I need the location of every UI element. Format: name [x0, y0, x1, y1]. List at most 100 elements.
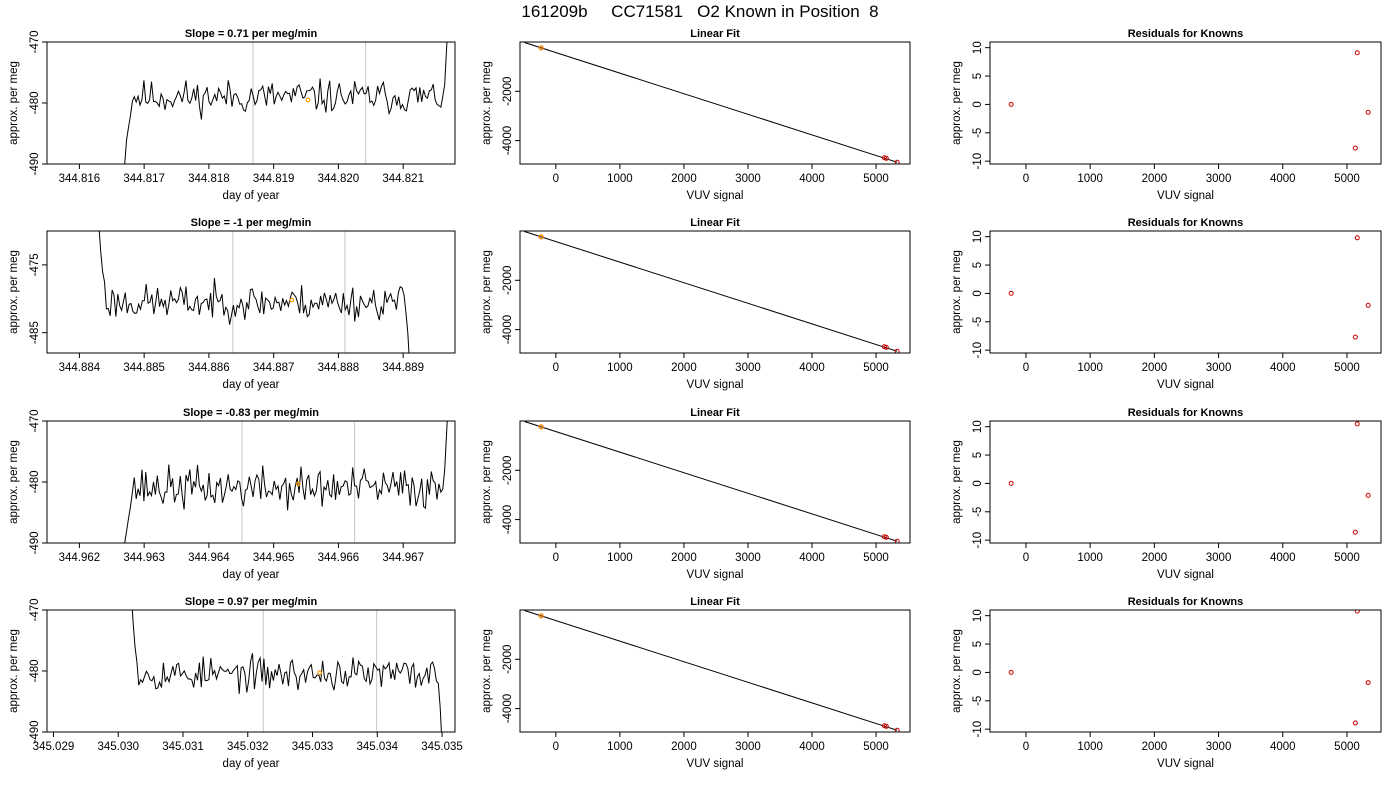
x-tick-label: 344.962 [59, 552, 101, 564]
panel-title: Slope = 0.71 per meg/min [185, 28, 318, 40]
x-tick-label: 0 [1023, 362, 1029, 374]
x-tick-label: 344.887 [253, 362, 295, 374]
x-tick-label: 344.966 [318, 552, 360, 564]
plot-frame [519, 41, 911, 165]
x-tick-label: 5000 [1334, 173, 1360, 185]
x-tick-label: 345.031 [162, 741, 204, 753]
y-tick-label: -4000 [502, 315, 514, 344]
x-tick-label: 5000 [863, 362, 889, 374]
y-tick-label: -10 [972, 721, 984, 738]
y-tick-label: -2000 [502, 266, 514, 295]
data-point [1352, 334, 1358, 340]
y-axis-label: approx. per meg [951, 250, 963, 334]
x-tick-label: 0 [553, 362, 559, 374]
x-tick-label: 2000 [671, 362, 697, 374]
panel-title: Slope = -1 per meg/min [191, 217, 312, 229]
data-point [1354, 610, 1360, 614]
highlight-point [538, 45, 544, 51]
y-tick-label: 10 [972, 609, 984, 622]
y-axis-label: approx. per meg [8, 61, 20, 145]
x-tick-label: 0 [1023, 173, 1029, 185]
plot-frame [519, 420, 911, 544]
data-point [883, 723, 889, 729]
x-tick-label: 0 [553, 552, 559, 564]
panel-1-2: 0 1000 2000 3000 4000 5000 -4000 -2000 Linear Fi… [481, 28, 911, 202]
x-tick-label: 2000 [671, 741, 697, 753]
y-tick-label: -5 [972, 128, 984, 138]
x-tick-label: 1000 [607, 552, 633, 564]
fit-line [524, 610, 898, 731]
x-tick-label: 5000 [1334, 741, 1360, 753]
panel-4-1: 345.029 345.030 345.031 345.032 345.033 345.0… [8, 596, 463, 770]
data-point [1352, 720, 1358, 726]
x-axis-label: VUV signal [687, 569, 744, 581]
data-point [1008, 101, 1014, 107]
panel-1-3: 0 1000 2000 3000 4000 5000 -10 -5 0 5 10 Residuals … [951, 28, 1382, 202]
y-tick-label: -490 [29, 720, 41, 743]
x-tick-label: 345.030 [97, 741, 139, 753]
data-point [1365, 109, 1371, 115]
panel-2-3: 0 1000 2000 3000 4000 5000 -10 -5 0 5 10 Residuals … [951, 217, 1382, 391]
data-point [1354, 50, 1360, 56]
panel-3-1: 344.962 344.963 344.964 344.965 344.966 344.9… [8, 407, 456, 581]
y-tick-label: -2000 [502, 456, 514, 485]
x-tick-label: 1000 [607, 362, 633, 374]
y-tick-label: -480 [29, 470, 41, 493]
plot-area [131, 610, 442, 732]
x-tick-label: 4000 [1270, 552, 1296, 564]
x-tick-label: 1000 [607, 741, 633, 753]
x-tick-label: 344.884 [59, 362, 101, 374]
y-axis-label: approx. per meg [481, 250, 493, 334]
highlight-point [538, 234, 544, 240]
x-axis-label: day of year [223, 569, 280, 581]
data-point [1365, 302, 1371, 308]
highlight-point [295, 481, 301, 487]
x-tick-label: 4000 [799, 741, 825, 753]
page-title: 161209b CC71581 O2 Known in Position 8 [521, 2, 879, 21]
y-axis-label: approx. per meg [8, 250, 20, 334]
plot-frame [46, 609, 456, 733]
plot-area [1008, 235, 1371, 340]
x-tick-label: 345.035 [421, 741, 463, 753]
x-tick-label: 4000 [1270, 741, 1296, 753]
fit-line [524, 231, 898, 352]
x-tick-label: 344.818 [188, 173, 230, 185]
y-tick-label: 5 [972, 262, 984, 268]
y-axis-label: approx. per meg [951, 629, 963, 713]
plot-area [524, 610, 900, 732]
y-tick-label: 5 [972, 452, 984, 458]
y-tick-label: 0 [972, 669, 984, 675]
plot-area [1008, 421, 1371, 535]
plot-area [524, 42, 900, 164]
y-tick-label: -5 [972, 507, 984, 517]
y-tick-label: -4000 [502, 505, 514, 534]
y-tick-label: -470 [29, 409, 41, 432]
plot-frame [519, 230, 911, 354]
y-tick-label: -480 [29, 91, 41, 114]
plot-area [524, 421, 900, 543]
y-tick-label: 0 [972, 101, 984, 107]
plot-frame [989, 420, 1382, 544]
y-axis-label: approx. per meg [8, 629, 20, 713]
plot-frame [46, 230, 456, 354]
x-tick-label: 3000 [735, 552, 761, 564]
y-tick-label: -485 [29, 321, 41, 344]
y-axis-label: approx. per meg [8, 440, 20, 524]
panel-title: Linear Fit [690, 407, 740, 419]
y-tick-label: -490 [29, 531, 41, 554]
x-tick-label: 344.888 [318, 362, 360, 374]
y-tick-label: 0 [972, 290, 984, 296]
y-axis-label: approx. per meg [951, 61, 963, 145]
y-tick-label: -475 [29, 253, 41, 276]
x-axis-label: VUV signal [1157, 379, 1214, 391]
data-point [1354, 421, 1360, 427]
x-tick-label: 4000 [1270, 173, 1296, 185]
plot-area [124, 421, 448, 543]
x-tick-label: 1000 [1077, 741, 1103, 753]
data-point [1008, 290, 1014, 296]
highlight-point [289, 297, 295, 303]
data-point [894, 348, 900, 353]
panel-title: Linear Fit [690, 28, 740, 40]
x-tick-label: 0 [553, 741, 559, 753]
x-tick-label: 5000 [863, 552, 889, 564]
